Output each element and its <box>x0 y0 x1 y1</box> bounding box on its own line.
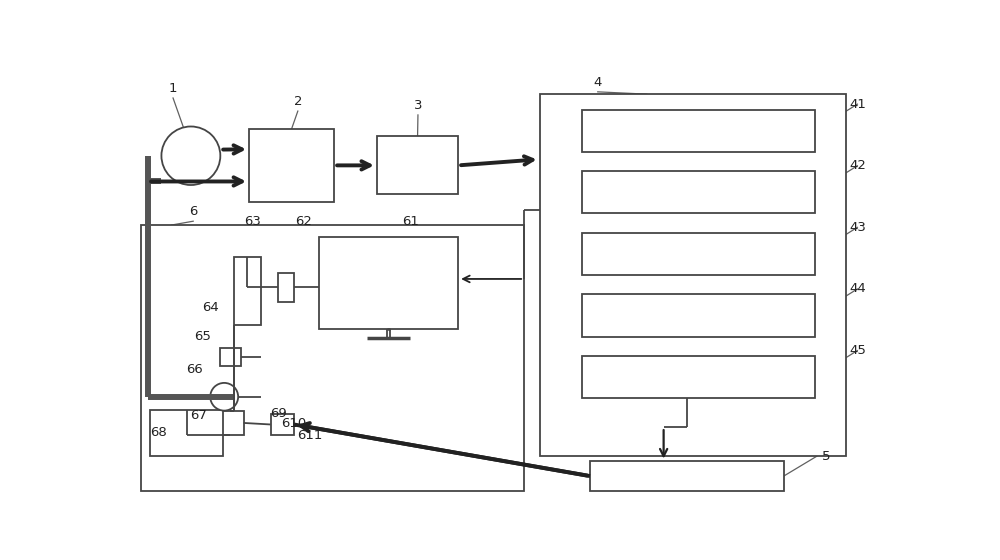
Text: 63: 63 <box>244 214 261 228</box>
Bar <box>582 110 815 152</box>
Text: 65: 65 <box>194 330 211 343</box>
Text: 66: 66 <box>186 362 203 376</box>
Bar <box>582 356 815 398</box>
Bar <box>582 171 815 213</box>
Bar <box>582 295 815 337</box>
Bar <box>249 129 334 202</box>
Text: 611: 611 <box>297 429 322 442</box>
Bar <box>271 414 294 435</box>
Bar <box>150 410 223 456</box>
Text: 42: 42 <box>849 159 866 172</box>
Text: 1: 1 <box>169 82 177 95</box>
Text: 2: 2 <box>294 95 302 108</box>
Bar <box>216 410 244 435</box>
Bar <box>140 225 524 491</box>
Bar <box>319 236 458 329</box>
Bar <box>220 348 241 366</box>
Circle shape <box>161 127 220 185</box>
Text: 44: 44 <box>849 282 866 296</box>
Bar <box>582 233 815 275</box>
Text: 43: 43 <box>849 221 866 234</box>
Bar <box>377 137 458 194</box>
Text: 64: 64 <box>202 301 219 314</box>
Text: 41: 41 <box>849 97 866 111</box>
Text: 3: 3 <box>414 99 422 112</box>
Text: 45: 45 <box>849 344 866 357</box>
Text: 68: 68 <box>150 427 167 440</box>
Text: 610: 610 <box>281 417 307 430</box>
Text: 62: 62 <box>295 214 312 228</box>
Text: 6: 6 <box>189 206 197 218</box>
Text: 4: 4 <box>594 76 602 89</box>
Text: 69: 69 <box>270 407 287 420</box>
Bar <box>234 258 261 325</box>
Bar <box>590 461 784 491</box>
Text: 67: 67 <box>190 409 207 422</box>
Text: 5: 5 <box>822 450 831 463</box>
Text: 61: 61 <box>402 214 419 228</box>
Bar <box>540 94 846 456</box>
Circle shape <box>210 383 238 410</box>
Bar <box>278 273 294 302</box>
